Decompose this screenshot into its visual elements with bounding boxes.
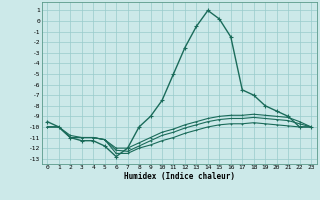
X-axis label: Humidex (Indice chaleur): Humidex (Indice chaleur) — [124, 172, 235, 181]
